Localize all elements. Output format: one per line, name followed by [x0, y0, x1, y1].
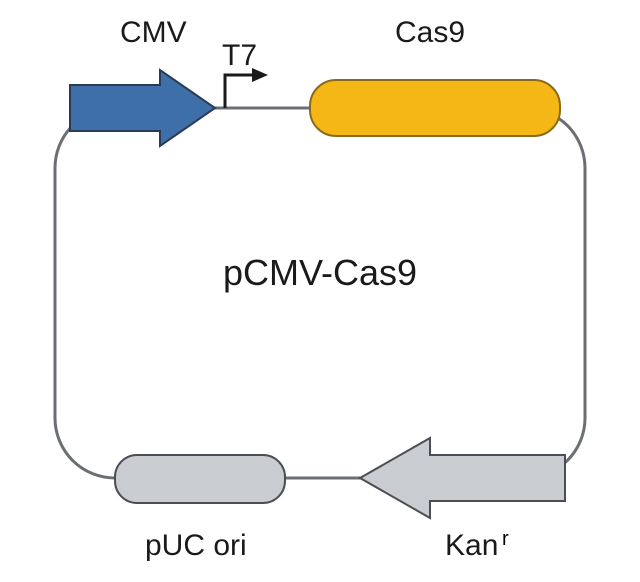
- kan-label-superscript: r: [502, 528, 509, 550]
- cmv-promoter-arrow: [70, 70, 215, 146]
- plasmid-backbone: [55, 108, 585, 478]
- puc-ori-label: pUC ori: [145, 529, 247, 562]
- kan-label: Kan: [445, 529, 498, 562]
- cas9-gene: [310, 80, 560, 136]
- t7-label: T7: [222, 39, 257, 72]
- puc-ori: [115, 455, 285, 503]
- plasmid-map: CMV T7 Cas9 pCMV-Cas9 pUC ori Kan r: [0, 0, 640, 582]
- cmv-label: CMV: [120, 16, 187, 49]
- kan-resistance-arrow: [360, 438, 565, 518]
- t7-promoter-arrow: [225, 68, 268, 108]
- plasmid-name-label: pCMV-Cas9: [223, 252, 417, 293]
- cas9-label: Cas9: [395, 16, 465, 49]
